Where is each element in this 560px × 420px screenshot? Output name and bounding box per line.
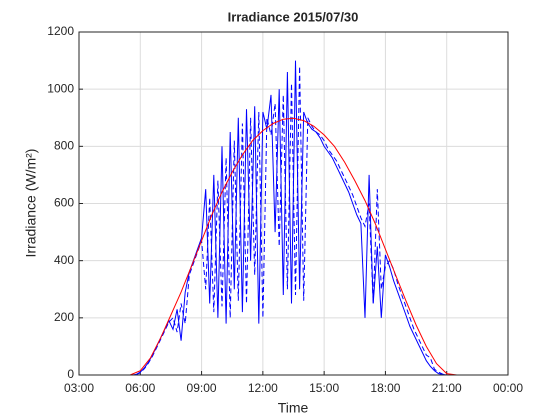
plot-frame bbox=[78, 31, 509, 376]
x-tick-label: 21:00 bbox=[432, 381, 462, 395]
y-tick-label: 1200 bbox=[47, 24, 74, 38]
x-tick-label: 09:00 bbox=[187, 381, 217, 395]
y-tick-label: 800 bbox=[54, 139, 74, 153]
series-line bbox=[128, 66, 455, 376]
y-tick-label: 400 bbox=[54, 253, 74, 267]
x-tick-label: 12:00 bbox=[248, 381, 278, 395]
series-line bbox=[128, 60, 455, 376]
x-tick-label: 18:00 bbox=[370, 381, 400, 395]
x-tick-label: 15:00 bbox=[309, 381, 339, 395]
x-tick-label: 00:00 bbox=[493, 381, 523, 395]
y-tick-label: 0 bbox=[67, 367, 74, 381]
y-tick-label: 200 bbox=[54, 310, 74, 324]
x-tick-label: 06:00 bbox=[125, 381, 155, 395]
y-axis-label: Irradiance (W/m²) bbox=[23, 149, 39, 258]
chart-title: Irradiance 2015/07/30 bbox=[228, 9, 359, 24]
series-line bbox=[129, 117, 457, 376]
y-tick-label: 600 bbox=[54, 196, 74, 210]
x-tick-label: 03:00 bbox=[64, 381, 94, 395]
y-tick-label: 1000 bbox=[47, 81, 74, 95]
x-axis-label: Time bbox=[278, 400, 309, 416]
